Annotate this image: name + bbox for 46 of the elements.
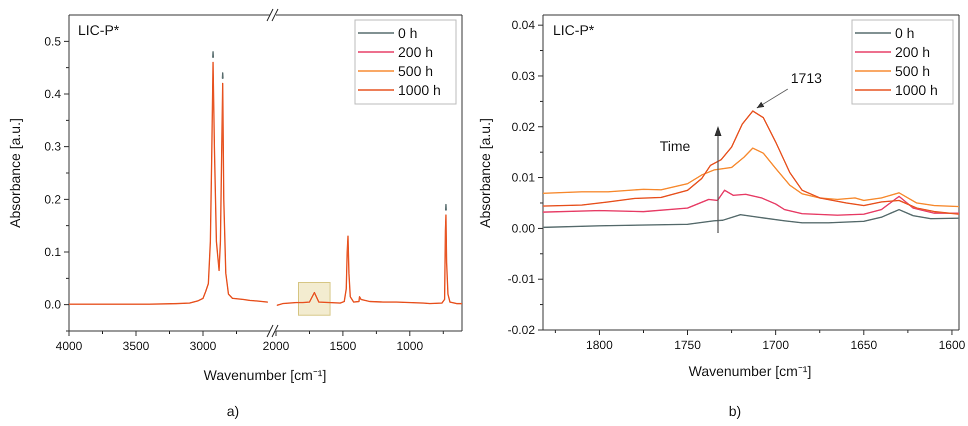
legend-label: 200 h [895, 44, 930, 60]
y-tick-label: 0.03 [512, 68, 536, 83]
y-tick-label: -0.01 [508, 272, 536, 286]
y-tick-label: 0.01 [512, 170, 536, 185]
legend-label: 200 h [398, 44, 434, 60]
legend-label: 0 h [895, 25, 914, 41]
legend-label: 500 h [398, 63, 434, 79]
y-tick-label: 0.1 [44, 245, 62, 259]
legend-label: 1000 h [398, 82, 441, 98]
legend-label: 0 h [398, 25, 418, 41]
y-tick-label: 0.5 [44, 34, 62, 48]
y-tick-label: 0.3 [44, 140, 62, 154]
annotation: 1713 [790, 70, 822, 86]
x-tick-label: 3500 [122, 339, 150, 353]
y-tick-label: 0.4 [44, 87, 62, 101]
line-series [543, 208, 959, 228]
y-axis-title: Absorbance [a.u.] [477, 118, 493, 228]
line-series [543, 190, 959, 216]
x-tick-label: 1800 [586, 338, 614, 352]
annotation: Time [660, 138, 691, 154]
x-tick-label: 1000 [396, 339, 424, 353]
x-tick-label: 1600 [938, 338, 966, 352]
x-tick-label: 3000 [190, 339, 217, 353]
text: a) [226, 403, 240, 419]
x-tick-label: 4000 [56, 339, 83, 353]
line-series [543, 110, 959, 215]
y-tick-label: 0.02 [512, 120, 536, 134]
x-tick-label: 2000 [262, 339, 290, 353]
y-tick-label: 0.00 [512, 221, 536, 236]
annotation: LIC-P* [553, 22, 595, 38]
text: b) [728, 403, 742, 419]
x-axis-title: Wavenumber [cm⁻¹] [204, 367, 326, 383]
y-tick-label: 0.0 [44, 298, 62, 312]
annotation: LIC-P* [78, 22, 120, 38]
legend-label: 500 h [895, 63, 930, 79]
line-series [69, 62, 268, 305]
x-tick-label: 1650 [850, 338, 878, 352]
x-tick-label: 1500 [330, 339, 357, 353]
y-tick-label: 0.2 [44, 192, 62, 206]
y-tick-label: -0.02 [508, 323, 536, 337]
x-tick-label: 1750 [674, 338, 702, 352]
x-tick-label: 1700 [762, 338, 790, 352]
y-tick-label: 0.04 [512, 18, 536, 32]
legend-label: 1000 h [895, 82, 938, 98]
x-axis-title: Wavenumber [cm⁻¹] [688, 363, 812, 379]
y-axis-title: Absorbance [a.u.] [7, 118, 23, 228]
